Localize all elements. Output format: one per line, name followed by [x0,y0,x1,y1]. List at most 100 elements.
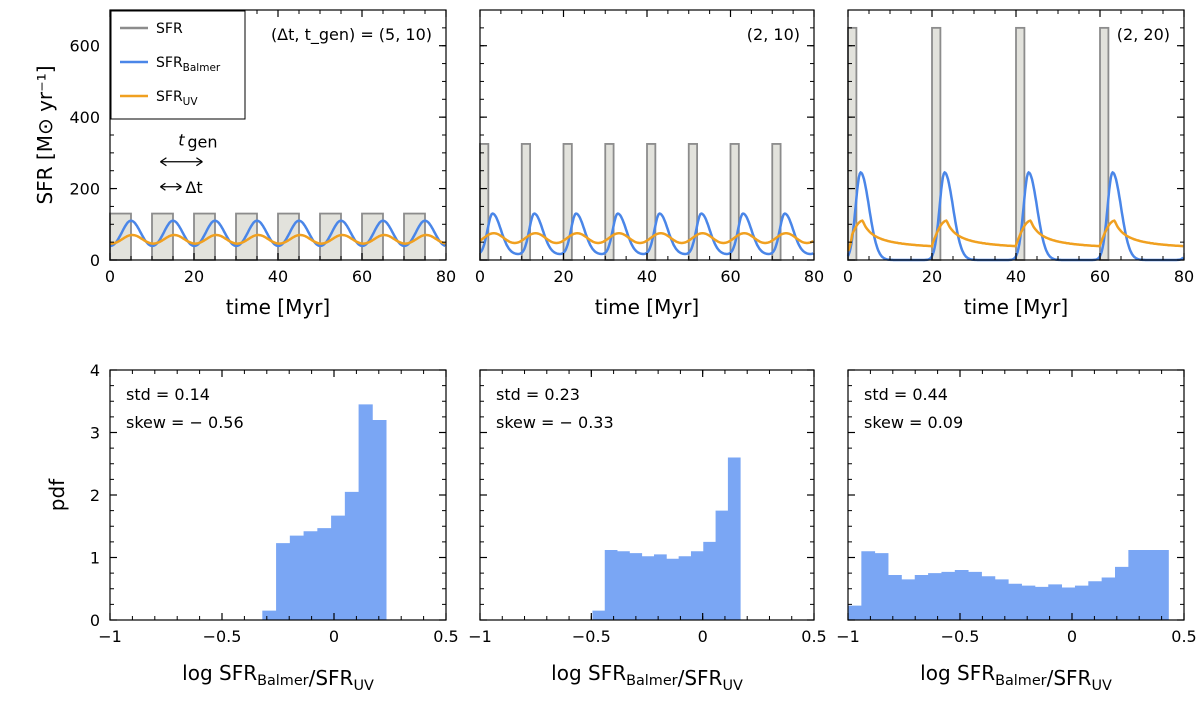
hist-bar [941,571,956,620]
x-tick-label: 20 [184,267,204,286]
hist-bar [1048,584,1063,620]
y-tick-label: 1 [90,549,100,568]
x-tick-label: −1 [98,627,122,646]
hist-bar [617,551,630,620]
x-axis-label: log SFRBalmer/SFRUV [551,661,743,694]
x-tick-label: 20 [922,267,942,286]
y-tick-label: 0 [90,611,100,630]
panel-bottom-left: −1 −0.5 0 0.5 0 1 2 3 4 log SFRBalmer/SFRUV std = … [45,361,459,694]
sfr-burst-bar [931,26,942,261]
x-tick-label: 0.5 [1171,627,1196,646]
x-axis-label-part-0: log SFR [551,661,626,685]
hist-bar [1021,585,1036,620]
x-tick-label: 0 [105,267,115,286]
y-axis-label: SFR [M⊙ yr⁻¹] [33,65,57,204]
sfr-balmer-line [110,219,446,248]
panel-bottom-middle: −1 −0.5 0 0.5 log SFRBalmer/SFRUV std = 0.23 s… [468,369,827,694]
hist-bar [1101,577,1116,620]
legend-label-main: SFR [156,89,183,105]
x-tick-label: 80 [1174,267,1194,286]
hist-bar [914,575,929,620]
x-tick-label: 0.5 [433,627,458,646]
x-axis-label-part-0: log SFR [920,661,995,685]
x-tick-label: 0 [1067,627,1077,646]
panel-annotation: (2, 10) [747,25,800,44]
legend-label-main: SFR [156,21,183,37]
y-tick-label: 3 [90,424,100,443]
hist-bar [344,491,359,620]
legend-label-sub: UV [183,96,199,108]
legend-label-main: SFR [156,55,183,71]
x-tick-label: −0.5 [203,627,242,646]
panel-annotation: (Δt, t_gen) = (5, 10) [271,25,432,45]
hist-bar [303,531,318,620]
hist-bar [715,510,729,620]
hist-bar [629,553,643,620]
y-tick-label: 200 [69,180,100,199]
x-tick-label: −0.5 [941,627,980,646]
hist-bar [372,420,387,620]
tgen-sub: gen [187,133,217,152]
legend-label: SFRBalmer [156,55,221,74]
hist-bar [1061,587,1076,620]
hist-bar [1088,581,1103,620]
x-tick-label: −1 [836,627,860,646]
hist-bar [848,605,862,620]
hist-bar [317,528,332,620]
x-tick-label: −0.5 [572,627,611,646]
hist-bar [592,610,606,620]
x-tick-label: 0 [843,267,853,286]
hist-bar [874,553,889,620]
skew-label: skew = 0.09 [864,413,963,432]
x-tick-label: 0 [475,267,485,286]
x-axis-label-part-0: log SFR [182,661,257,685]
sfr-burst-bar [847,26,858,261]
x-tick-label: 0 [698,627,708,646]
hist-bar [981,576,996,620]
x-axis-label: log SFRBalmer/SFRUV [920,661,1112,694]
sfr-burst-bar [1015,26,1026,261]
x-axis-label: log SFRBalmer/SFRUV [182,661,374,694]
legend-label-sub: Balmer [183,62,221,74]
y-tick-label: 4 [90,361,100,380]
x-tick-label: 0.5 [801,627,826,646]
std-label: std = 0.23 [496,385,580,404]
y-axis-label: pdf [45,478,69,511]
y-tick-label: 0 [90,251,100,270]
legend-label: SFRUV [156,89,198,108]
x-axis-label-sub-1: Balmer [995,673,1047,689]
x-axis-label-part-2: /SFR [1047,666,1092,690]
hist-bar [1155,550,1169,620]
y-tick-label: 600 [69,37,100,56]
hist-bar [276,543,291,620]
hist-bar [901,579,916,620]
x-tick-label: 80 [804,267,824,286]
x-tick-label: 80 [436,267,456,286]
x-tick-label: 20 [553,267,573,286]
hist-bar [727,457,741,620]
hist-bar [678,556,692,620]
tgen-label: t [178,131,185,150]
sfr-uv-line [479,231,814,245]
x-axis-label-sub-3: UV [353,678,374,694]
panel-top-left: 0 20 40 60 80 0 200 400 600 time [Myr] (Δt, t_gen)… [33,9,456,319]
hist-bar [358,404,373,620]
hist-bar [604,550,618,620]
tgen-arrow-heads [160,157,203,167]
hist-bar [331,515,346,620]
sfr-burst-bar [1099,26,1110,261]
x-axis-label-sub-1: Balmer [626,673,678,689]
hist-bar [1128,550,1143,620]
dt-label: Δt [185,178,202,197]
hist-bar [1141,550,1156,620]
hist-bar [1074,585,1089,620]
x-tick-label: 60 [352,267,372,286]
y-tick-label: 2 [90,486,100,505]
x-axis-label-sub-3: UV [722,678,743,694]
x-axis-label: time [Myr] [964,295,1068,319]
x-tick-label: 0 [329,627,339,646]
x-axis-label-part-2: /SFR [678,666,723,690]
x-tick-label: 40 [637,267,657,286]
